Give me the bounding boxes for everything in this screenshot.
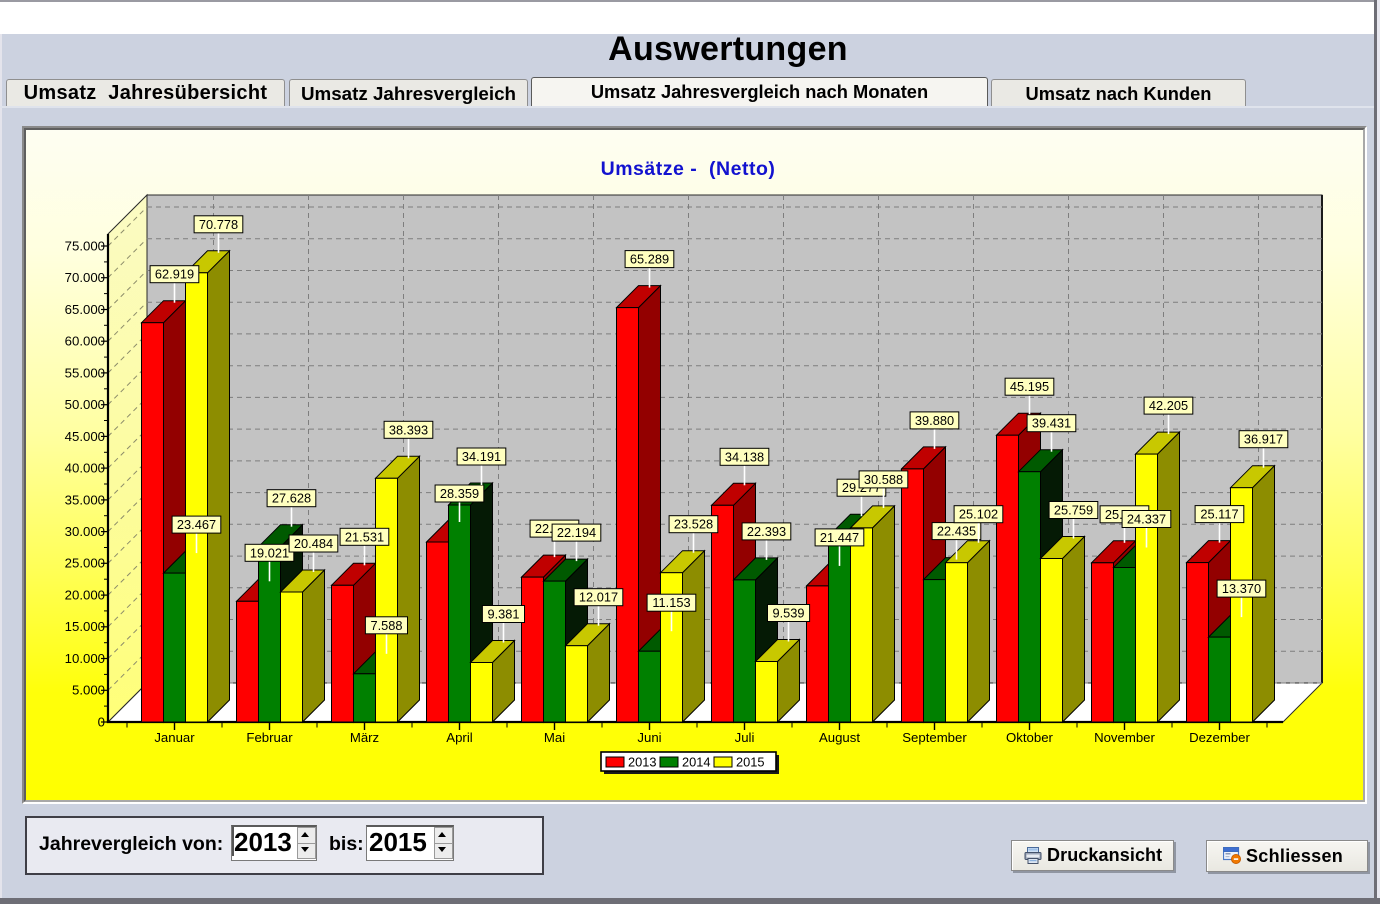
svg-text:22.435: 22.435 <box>937 524 976 539</box>
svg-text:Oktober: Oktober <box>1006 730 1054 745</box>
svg-text:25.117: 25.117 <box>1200 507 1238 522</box>
svg-text:9.539: 9.539 <box>772 606 804 621</box>
svg-text:2015: 2015 <box>736 755 764 770</box>
svg-text:7.588: 7.588 <box>370 618 402 633</box>
svg-text:60.000: 60.000 <box>65 334 105 349</box>
svg-text:2014: 2014 <box>682 755 710 770</box>
svg-text:19.021: 19.021 <box>250 545 289 560</box>
svg-text:März: März <box>350 730 379 745</box>
svg-text:38.393: 38.393 <box>389 422 428 437</box>
svg-text:Dezember: Dezember <box>1189 730 1250 745</box>
svg-text:65.289: 65.289 <box>630 252 669 267</box>
svg-text:25.000: 25.000 <box>65 556 105 571</box>
svg-text:65.000: 65.000 <box>65 302 105 317</box>
svg-text:70.000: 70.000 <box>65 270 105 285</box>
svg-text:November: November <box>1094 730 1155 745</box>
svg-text:September: September <box>902 730 967 745</box>
svg-text:75.000: 75.000 <box>65 238 105 253</box>
svg-text:Juli: Juli <box>735 730 755 745</box>
svg-text:50.000: 50.000 <box>65 397 105 412</box>
svg-text:21.447: 21.447 <box>820 530 859 545</box>
svg-text:5.000: 5.000 <box>72 683 105 698</box>
svg-text:34.191: 34.191 <box>462 449 501 464</box>
svg-text:22.194: 22.194 <box>557 525 596 540</box>
svg-text:21.531: 21.531 <box>345 529 384 544</box>
svg-text:39.431: 39.431 <box>1032 416 1071 431</box>
svg-text:Juni: Juni <box>637 730 661 745</box>
svg-text:August: August <box>819 730 860 745</box>
svg-text:Februar: Februar <box>246 730 293 745</box>
svg-text:45.195: 45.195 <box>1010 379 1049 394</box>
svg-text:20.484: 20.484 <box>294 536 333 551</box>
svg-text:39.880: 39.880 <box>915 413 954 428</box>
svg-text:28.359: 28.359 <box>440 486 479 501</box>
svg-text:Umsätze - (Netto): Umsätze - (Netto) <box>601 158 776 180</box>
svg-text:30.588: 30.588 <box>864 472 903 487</box>
svg-text:70.778: 70.778 <box>199 217 238 232</box>
svg-text:24.337: 24.337 <box>1127 512 1166 527</box>
svg-text:27.628: 27.628 <box>272 491 311 506</box>
svg-text:23.467: 23.467 <box>177 517 216 532</box>
svg-text:10.000: 10.000 <box>65 651 105 666</box>
svg-text:Januar: Januar <box>154 730 195 745</box>
svg-text:Mai: Mai <box>544 730 565 745</box>
svg-text:35.000: 35.000 <box>65 492 105 507</box>
svg-text:25.759: 25.759 <box>1054 503 1093 518</box>
svg-text:12.017: 12.017 <box>579 590 618 605</box>
svg-text:15.000: 15.000 <box>65 619 105 634</box>
svg-text:30.000: 30.000 <box>65 524 105 539</box>
svg-text:22.393: 22.393 <box>747 524 786 539</box>
svg-text:11.153: 11.153 <box>652 595 690 610</box>
svg-text:25.102: 25.102 <box>959 507 998 522</box>
svg-text:62.919: 62.919 <box>155 267 194 282</box>
svg-text:April: April <box>446 730 472 745</box>
svg-text:36.917: 36.917 <box>1244 432 1283 447</box>
svg-text:13.370: 13.370 <box>1222 581 1261 596</box>
svg-text:0: 0 <box>98 714 105 729</box>
svg-text:42.205: 42.205 <box>1149 398 1188 413</box>
svg-text:20.000: 20.000 <box>65 588 105 603</box>
svg-text:9.381: 9.381 <box>487 607 519 622</box>
svg-text:2013: 2013 <box>628 755 656 770</box>
svg-text:40.000: 40.000 <box>65 461 105 476</box>
svg-text:55.000: 55.000 <box>65 365 105 380</box>
svg-text:23.528: 23.528 <box>674 517 713 532</box>
svg-text:34.138: 34.138 <box>725 449 764 464</box>
svg-text:45.000: 45.000 <box>65 429 105 444</box>
